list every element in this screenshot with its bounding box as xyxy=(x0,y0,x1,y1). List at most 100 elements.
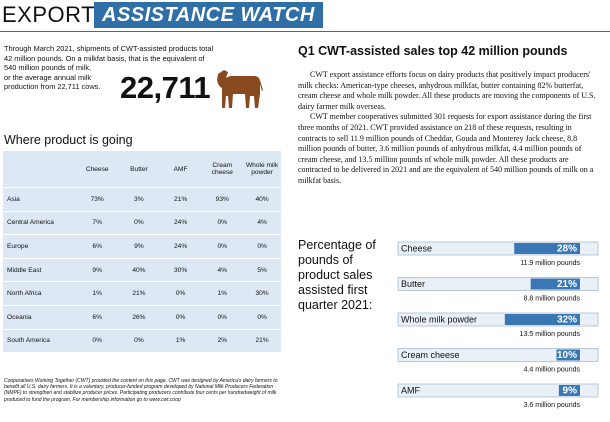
bar-frame xyxy=(397,383,599,398)
region: Central America xyxy=(3,211,77,236)
region-table: Cheese Butter AMF Cream cheese Whole milk po… xyxy=(3,151,281,354)
column-header: Cheese xyxy=(76,151,119,188)
cell: 24% xyxy=(159,234,202,259)
region: South America xyxy=(3,329,77,354)
cell: 0% xyxy=(159,281,202,306)
cell: 30% xyxy=(159,258,202,283)
cell: 0% xyxy=(201,211,244,236)
cell: 0% xyxy=(159,305,202,330)
table-row: North Africa 1% 21% 0% 1% 30% xyxy=(3,281,281,306)
intro-line: 540 million pounds of milk, xyxy=(4,63,92,72)
chart-title: Percentage of pounds of product sales as… xyxy=(298,238,376,312)
cell: 9% xyxy=(76,258,119,283)
table-row: Europe 6% 9% 24% 0% 0% xyxy=(3,234,281,259)
cell: 0% xyxy=(243,305,281,330)
header-export: EXPORT xyxy=(2,2,96,27)
cell: 73% xyxy=(76,187,119,212)
paragraph: CWT member cooperatives submitted 301 re… xyxy=(298,112,594,185)
intro: Through March 2021, shipments of CWT-ass… xyxy=(4,44,213,92)
region: Middle East xyxy=(3,258,77,283)
column-header: Cream cheese xyxy=(201,151,244,188)
cell: 6% xyxy=(76,234,119,259)
cell: 1% xyxy=(159,329,202,354)
paragraph: CWT export assistance efforts focus on d… xyxy=(298,70,596,111)
cell: 0% xyxy=(76,329,119,354)
bar xyxy=(514,243,580,254)
cell: 93% xyxy=(201,187,244,212)
bar-value: 9% xyxy=(563,386,578,397)
cell: 7% xyxy=(76,211,119,236)
region: North Africa xyxy=(3,281,77,306)
cell: 0% xyxy=(201,234,244,259)
cow-shape xyxy=(217,70,263,108)
table-row: Middle East 9% 40% 30% 4% 5% xyxy=(3,258,281,283)
region: Asia xyxy=(3,187,77,212)
bar-chart: Cheese 28% 11.9 million pounds Butter 21% 8.8… xyxy=(397,241,599,409)
column-header: Butter xyxy=(118,151,160,188)
cell: 40% xyxy=(243,187,281,212)
cell: 40% xyxy=(118,258,160,283)
cell: 24% xyxy=(159,211,202,236)
cell: 26% xyxy=(118,305,160,330)
cell: 5% xyxy=(243,258,281,283)
table-title: Where product is going xyxy=(4,133,133,147)
cell: 2% xyxy=(201,329,244,354)
bar-label: Cheese xyxy=(401,243,432,253)
bar xyxy=(558,385,580,396)
bar-value: 28% xyxy=(557,244,577,255)
bar-pounds: 8.8 million pounds xyxy=(524,295,581,302)
bar-label: Butter xyxy=(401,279,425,289)
cell: 0% xyxy=(118,329,160,354)
bar-label: Whole milk powder xyxy=(401,314,477,324)
bar-label: Cream cheese xyxy=(401,350,460,360)
column-header: AMF xyxy=(159,151,202,188)
cell: 0% xyxy=(243,234,281,259)
bar xyxy=(556,349,580,361)
cell: 21% xyxy=(243,329,281,354)
region: Oceania xyxy=(3,305,77,330)
bar-value: 21% xyxy=(557,279,577,290)
header-rule xyxy=(0,31,610,32)
bar-value: 10% xyxy=(557,350,577,361)
cell: 21% xyxy=(118,281,160,306)
cell: 1% xyxy=(201,281,244,306)
intro-line: production from 22,711 cows. xyxy=(4,82,101,91)
table-body: Asia 73% 3% 21% 93% 40% Central America 7% 0% 24%… xyxy=(3,187,281,354)
cow-count: 22,711 xyxy=(120,70,211,105)
table-row: Asia 73% 3% 21% 93% 40% xyxy=(3,187,281,212)
cell: 1% xyxy=(76,281,119,306)
header-blank xyxy=(3,151,77,188)
column-header: Whole milk powder xyxy=(243,151,281,188)
region: Europe xyxy=(3,234,77,259)
intro-line: or the average annual milk xyxy=(4,72,92,82)
cell: 3% xyxy=(118,187,160,212)
bar-pounds: 3.6 million pounds xyxy=(524,402,581,409)
bar-pounds: 13.5 million pounds xyxy=(520,331,581,338)
intro-line: Through March 2021, shipments of CWT-ass… xyxy=(4,44,214,53)
cell: 9% xyxy=(118,234,160,259)
cell: 4% xyxy=(243,211,281,236)
cell: 4% xyxy=(201,258,244,283)
cell: 21% xyxy=(159,187,202,212)
bar-label: AMF xyxy=(401,385,421,395)
bar-pounds: 11.9 million pounds xyxy=(520,260,580,267)
table-row: Oceania 6% 26% 0% 0% 0% xyxy=(3,305,281,330)
bar xyxy=(504,314,580,325)
table-row: South America 0% 0% 1% 2% 21% xyxy=(3,329,281,354)
table-header: Cheese Butter AMF Cream cheese Whole milk po… xyxy=(3,151,281,188)
article-headline: Q1 CWT-assisted sales top 42 million pou… xyxy=(298,44,568,58)
header-banner: ASSISTANCE WATCH xyxy=(94,2,323,28)
intro-line: 42 million pounds. On a milkfat basis, t… xyxy=(4,53,205,63)
bar-frame xyxy=(397,348,599,362)
bar-value: 32% xyxy=(557,315,577,326)
cell: 6% xyxy=(76,305,119,330)
cow-icon xyxy=(217,70,263,108)
bar xyxy=(530,278,580,290)
cell: 30% xyxy=(243,281,281,306)
cell: 0% xyxy=(118,211,160,236)
cell: 0% xyxy=(201,305,244,330)
article-body: CWT export assistance efforts focus on d… xyxy=(298,70,602,187)
footnote: Cooperatives Working Together (CWT) prov… xyxy=(4,378,278,403)
table-row: Central America 7% 0% 24% 0% 4% xyxy=(3,211,281,236)
